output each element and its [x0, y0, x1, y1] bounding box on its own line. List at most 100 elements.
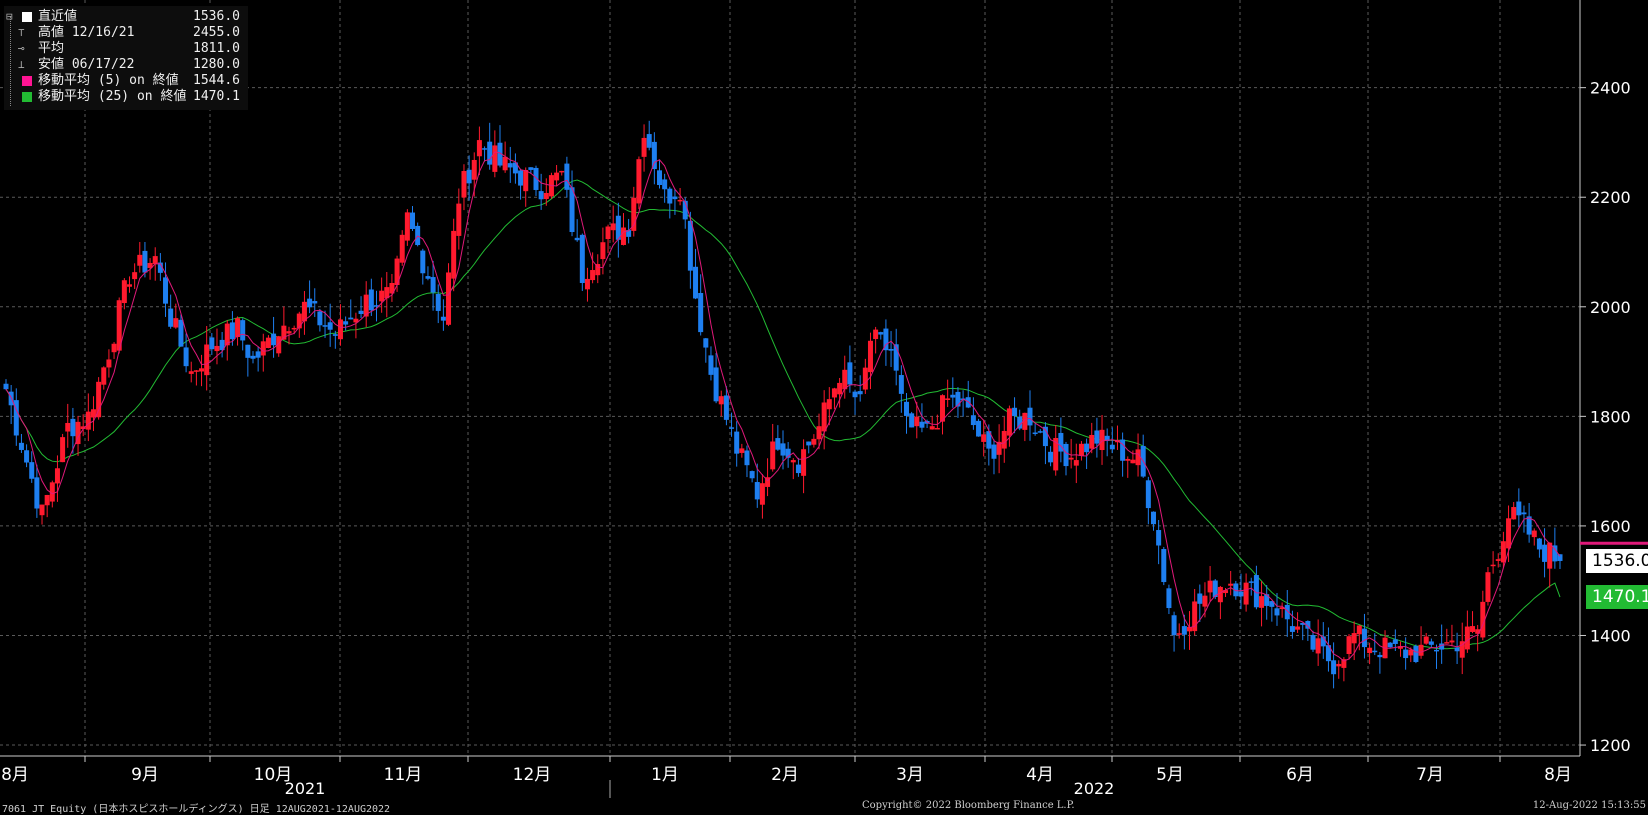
candle-body [1104, 435, 1110, 442]
candle-body [1238, 591, 1244, 597]
candle-body [744, 450, 750, 466]
candle-body [682, 200, 688, 220]
candle-body [379, 290, 385, 302]
candle-body [348, 317, 354, 320]
candle-body [1305, 621, 1311, 629]
legend-item-low[interactable]: ⊥ 安値 06/17/22 1280.0 [4, 57, 248, 73]
candle-body [1495, 559, 1501, 561]
candle-body [1542, 544, 1548, 562]
legend-item-average[interactable]: ⊸ 平均 1811.0 [4, 41, 248, 57]
candle-body [1048, 451, 1054, 463]
candle-body [1181, 626, 1187, 635]
y-tick-label: 1200 [1590, 736, 1631, 755]
candle-body [1444, 642, 1450, 644]
candle-body [1279, 607, 1285, 610]
candle-body [1552, 545, 1558, 562]
x-tick-label: 5月 [1156, 765, 1184, 785]
candle-body [1516, 501, 1522, 516]
candle-body [749, 471, 755, 479]
legend-label: 平均 [38, 41, 65, 56]
y-tick-label: 1400 [1590, 626, 1631, 645]
candle-body [703, 338, 709, 348]
candle-body [173, 318, 179, 328]
candle-body [358, 310, 364, 314]
legend-item-last[interactable]: ⊟ 直近値 1536.0 [4, 9, 248, 25]
legend-item-high[interactable]: ⊤ 高値 12/16/21 2455.0 [4, 25, 248, 41]
candle-body [605, 226, 611, 240]
candle-body [121, 280, 127, 304]
candle-body [492, 145, 498, 172]
candle-body [631, 197, 637, 231]
candle-body [1001, 430, 1007, 449]
candle-body [626, 230, 632, 237]
candle-body [96, 381, 102, 418]
candle-body [1547, 542, 1553, 569]
candle-body [49, 482, 55, 502]
candle-body [435, 294, 441, 311]
candle-body [914, 416, 920, 427]
candle-body [1356, 625, 1362, 635]
candle-body [80, 426, 86, 430]
candle-body [163, 277, 169, 304]
candle-body [219, 339, 225, 351]
legend-item-ma5[interactable]: 移動平均 (5) on 終値 1544.6 [4, 73, 248, 89]
candle-body [564, 163, 570, 190]
candle-body [183, 347, 189, 367]
candle-body [1063, 443, 1069, 467]
candle-body [1397, 646, 1403, 649]
candle-body [919, 421, 925, 428]
candle-body [857, 391, 863, 395]
candle-body [75, 421, 81, 445]
candle-body [13, 400, 19, 436]
candle-body [538, 191, 544, 200]
candle-body [584, 278, 590, 290]
candle-body [1315, 638, 1321, 654]
candle-body [898, 375, 904, 394]
candle-body [615, 215, 621, 240]
candle-body [693, 266, 699, 299]
legend-value: 1811.0 [193, 41, 240, 56]
candle-body [559, 170, 565, 173]
candle-body [214, 345, 220, 352]
candle-body [142, 250, 148, 273]
candle-body [85, 411, 91, 430]
candle-body [718, 396, 724, 405]
candle-body [600, 242, 606, 260]
collapse-icon[interactable]: ⊟ [6, 10, 13, 23]
candle-body [193, 370, 199, 372]
candle-body [440, 316, 446, 321]
candle-body [147, 262, 153, 268]
candle-body [106, 359, 112, 368]
candle-body [662, 179, 668, 190]
candle-body [1022, 412, 1028, 430]
candle-body [296, 313, 302, 329]
candle-body [1480, 601, 1486, 638]
y-tick-label: 1800 [1590, 407, 1631, 426]
candle-body [981, 434, 987, 442]
legend-value: 1280.0 [193, 57, 240, 72]
high-marker-icon: ⊤ [18, 26, 25, 39]
candle-body [487, 141, 493, 165]
candle-body [466, 169, 472, 184]
candle-body [235, 318, 241, 337]
candle-body [111, 343, 117, 353]
candle-body [317, 311, 323, 326]
candle-body [24, 450, 30, 463]
candle-body [970, 415, 976, 426]
legend-value: 2455.0 [193, 25, 240, 40]
candle-body [934, 427, 940, 430]
candle-body [1392, 639, 1398, 644]
candle-body [723, 395, 729, 420]
candle-body [410, 212, 416, 229]
candle-body [651, 141, 657, 169]
candle-body [126, 284, 132, 287]
candle-body [425, 276, 431, 279]
candles [3, 120, 1563, 689]
candle-body [281, 325, 287, 340]
candle-body [1089, 434, 1095, 449]
candle-body [976, 420, 982, 437]
legend-item-ma25[interactable]: 移動平均 (25) on 終値 1470.1 [4, 89, 248, 105]
candle-body [795, 464, 801, 474]
candle-body [754, 482, 760, 500]
candle-body [909, 413, 915, 428]
